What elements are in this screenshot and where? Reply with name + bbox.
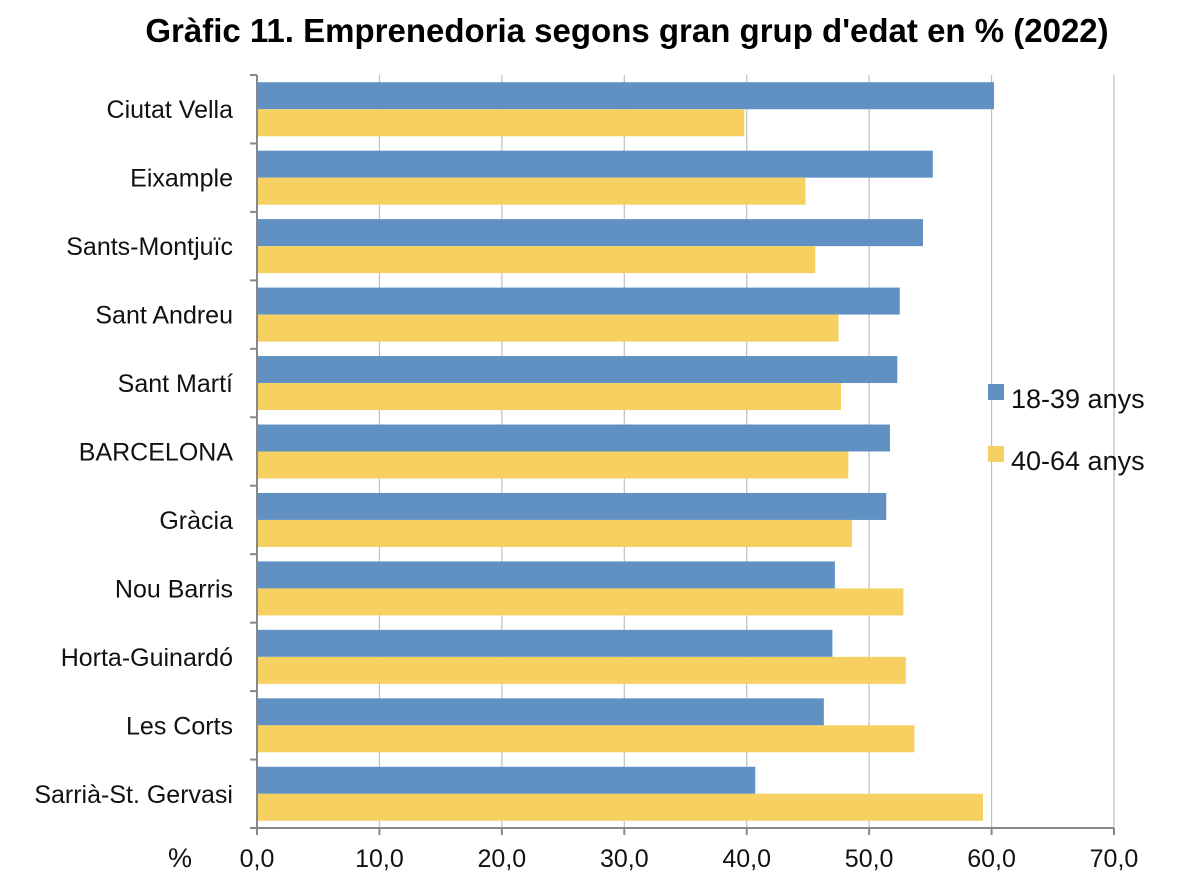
category-label-7: Nou Barris: [115, 575, 233, 603]
chart-title: Gràfic 11. Emprenedoria segons gran grup…: [145, 12, 1108, 49]
bar-series2-2: [257, 246, 816, 274]
bar-series2-6: [257, 519, 853, 547]
category-labels: Ciutat Vella Eixample Sants-Montjuïc Sant A…: [34, 96, 233, 809]
x-tick-label-7: 70,0: [1090, 845, 1139, 873]
legend-swatch-1: [988, 446, 1004, 462]
bar-series1-8: [257, 629, 833, 657]
category-label-6: Gràcia: [159, 507, 233, 535]
x-tick-labels: 0,0 10,0 20,0 30,0 40,0 50,0 60,0 70,0: [240, 845, 1139, 873]
bar-series1-7: [257, 561, 835, 589]
bar-series2-7: [257, 588, 904, 616]
category-label-9: Les Corts: [126, 712, 233, 740]
x-tick-label-1: 10,0: [355, 845, 404, 873]
bar-series2-10: [257, 793, 984, 821]
legend-label-1: 40-64 anys: [1011, 446, 1145, 476]
category-label-8: Horta-Guinardó: [61, 644, 233, 672]
bar-series1-0: [257, 82, 995, 110]
bar-series1-5: [257, 424, 890, 452]
bar-series1-1: [257, 150, 933, 178]
bar-series2-4: [257, 383, 841, 411]
category-label-1: Eixample: [130, 165, 233, 193]
bar-series2-5: [257, 451, 849, 479]
bar-series2-0: [257, 109, 745, 137]
x-tick-label-4: 40,0: [722, 845, 771, 873]
bar-series1-6: [257, 492, 887, 520]
bar-series1-2: [257, 219, 924, 247]
x-tick-label-5: 50,0: [845, 845, 894, 873]
category-label-5: BARCELONA: [79, 439, 234, 467]
bar-series1-9: [257, 698, 824, 726]
bar-series2-8: [257, 656, 906, 684]
x-tick-label-0: 0,0: [240, 845, 275, 873]
bar-series2-3: [257, 314, 839, 342]
bar-series1-3: [257, 287, 900, 315]
legend-swatch-0: [988, 384, 1004, 400]
x-tick-label-2: 20,0: [478, 845, 527, 873]
category-label-4: Sant Martí: [118, 370, 233, 398]
legend-label-0: 18-39 anys: [1011, 384, 1145, 414]
bar-series1-4: [257, 356, 898, 384]
axes: [250, 74, 1115, 835]
x-tick-label-3: 30,0: [600, 845, 649, 873]
bar-series2-9: [257, 725, 915, 753]
category-label-2: Sants-Montjuïc: [66, 233, 233, 261]
category-label-0: Ciutat Vella: [107, 96, 234, 124]
category-label-10: Sarrià-St. Gervasi: [34, 781, 233, 809]
legend: 18-39 anys 40-64 anys: [988, 384, 1145, 476]
unit-label: %: [168, 843, 192, 873]
bar-series1-10: [257, 766, 756, 794]
category-label-3: Sant Andreu: [95, 302, 233, 330]
x-tick-label-6: 60,0: [967, 845, 1016, 873]
bars: [257, 82, 995, 821]
bar-series2-1: [257, 177, 806, 205]
